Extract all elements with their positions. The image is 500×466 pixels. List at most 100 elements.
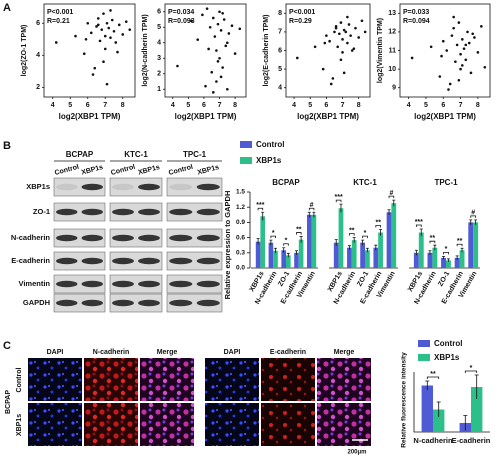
micrograph: [28, 403, 82, 446]
bar: [454, 257, 460, 268]
micrograph: [317, 358, 371, 401]
blot-band: [169, 208, 193, 216]
point: [457, 21, 461, 24]
significance-bracket: [464, 370, 478, 373]
blot-band: [169, 257, 193, 265]
y-axis-label: log2(Vimentin TPM): [377, 18, 384, 83]
point: [462, 47, 466, 50]
blot-band: [56, 299, 78, 307]
x-tick-label: 6: [202, 102, 206, 109]
significance: **: [375, 219, 381, 226]
blot-row-label: XBP1s: [26, 182, 50, 191]
point: [480, 25, 483, 28]
bar: [391, 203, 397, 268]
significance-bracket: [415, 224, 422, 227]
point: [207, 47, 210, 51]
point: [459, 67, 462, 71]
annotation: P<0.001: [289, 9, 315, 16]
significance: *: [470, 365, 473, 372]
significance-bracket: [257, 207, 264, 211]
x-tick-label: 8: [476, 102, 480, 109]
point: [102, 12, 105, 15]
significance-bracket: [335, 199, 342, 203]
x-tick-label: 8: [121, 102, 125, 109]
point: [84, 37, 88, 41]
point: [211, 91, 215, 94]
panel-label: A: [3, 2, 11, 14]
panel-label: B: [3, 140, 11, 152]
point: [215, 49, 218, 52]
point: [105, 21, 109, 25]
micrograph: [28, 358, 82, 401]
significance: ***: [335, 194, 343, 201]
bar: [268, 242, 274, 268]
error-bar: [419, 228, 423, 237]
point: [473, 36, 476, 39]
point: [93, 66, 97, 70]
point: [210, 70, 214, 74]
point: [363, 30, 367, 34]
error-bar: [387, 209, 391, 215]
blot-row-label: GAPDH: [23, 298, 50, 307]
point: [204, 84, 207, 88]
significance: **: [296, 226, 302, 233]
point: [114, 41, 118, 44]
x-tick-label: 5: [424, 102, 428, 109]
error-bar: [361, 239, 365, 246]
significance: *: [285, 238, 288, 245]
point: [454, 60, 457, 63]
blot-band: [196, 257, 220, 265]
y-tick-label: 5: [157, 24, 161, 31]
blot-strip: [166, 228, 223, 248]
blot-band: [169, 183, 193, 191]
point: [333, 30, 336, 34]
point: [216, 22, 220, 26]
blot-band: [56, 208, 78, 216]
annotation: R=0.093: [168, 18, 195, 25]
y-tick-label: 0.3: [236, 250, 245, 257]
bar: [427, 252, 433, 268]
error-bar: [460, 247, 464, 253]
y-tick-label: 2: [157, 71, 161, 78]
point: [342, 28, 346, 32]
y-tick-label: 6: [36, 20, 40, 27]
point: [334, 26, 338, 30]
x-axis-label: log2(XBP1 TPM): [175, 112, 237, 121]
point: [464, 43, 468, 47]
point: [98, 39, 102, 43]
y-tick-label: 6: [157, 9, 161, 16]
bar: [421, 385, 433, 432]
significance: #: [389, 190, 393, 197]
error-bar: [286, 252, 290, 258]
point: [339, 58, 343, 62]
point: [205, 7, 209, 10]
error-bar: [374, 244, 378, 251]
y-tick-label: 4: [36, 52, 40, 59]
bar: [365, 250, 370, 268]
point: [338, 32, 341, 36]
point: [91, 73, 95, 76]
blot-band: [56, 234, 78, 242]
point: [459, 52, 462, 56]
error-bar: [307, 211, 311, 218]
point: [124, 20, 128, 23]
panel-title: TPC-1: [434, 178, 458, 187]
x-tick-label: 5: [68, 102, 72, 109]
point: [82, 52, 86, 56]
significance-bracket: [283, 243, 289, 246]
blot-band: [169, 234, 193, 242]
bar: [433, 409, 445, 432]
blot-lane-label: XBP1s: [137, 164, 160, 177]
plot-frame: [164, 3, 247, 98]
point: [105, 82, 109, 86]
point: [440, 54, 443, 58]
condition-label: Control: [16, 368, 23, 393]
point: [331, 77, 335, 80]
error-bar: [269, 239, 273, 246]
legend-label: XBP1s: [434, 353, 460, 362]
blot-band: [56, 183, 78, 191]
y-tick-label: 4: [157, 40, 161, 47]
point: [112, 29, 116, 33]
stain-label: Merge: [334, 349, 355, 356]
